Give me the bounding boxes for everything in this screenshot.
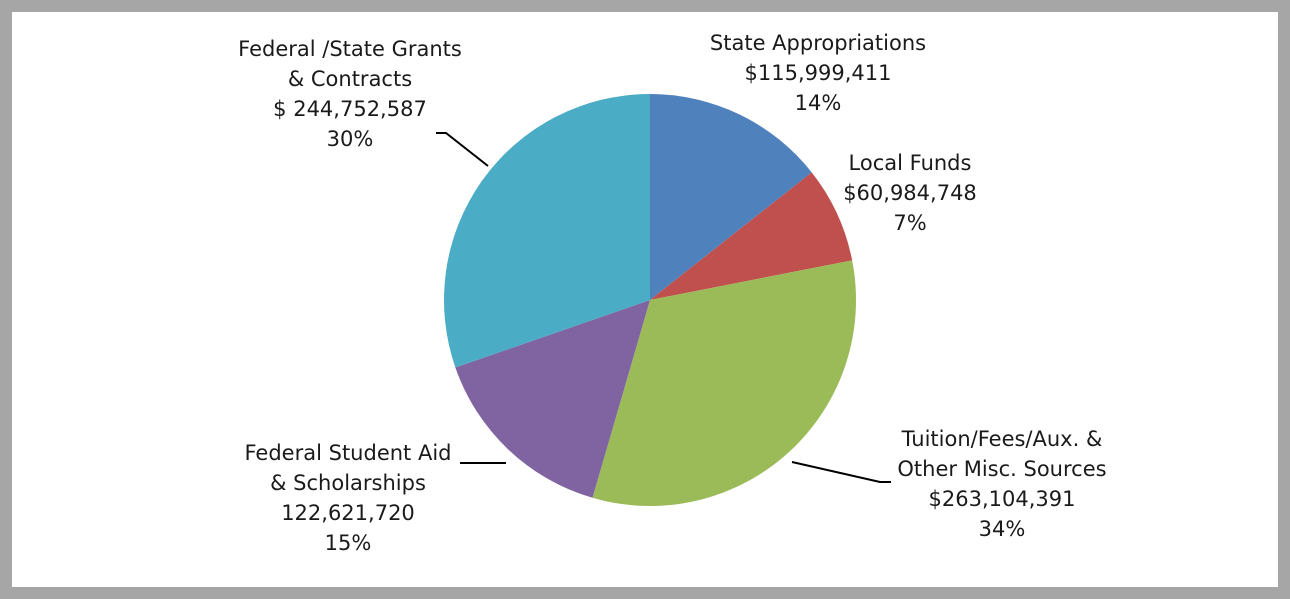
pie-slice-state-appropriations xyxy=(650,93,812,300)
slice-label-name: Federal Student Aid xyxy=(245,441,452,465)
slice-labels: State Appropriations $115,999,411 14% Local… xyxy=(238,31,1106,555)
slice-label-amount: $ 244,752,587 xyxy=(273,97,427,121)
data-label-state-appropriations: State Appropriations $115,999,411 14% xyxy=(710,31,926,115)
slice-label-amount: 122,621,720 xyxy=(281,501,415,525)
slice-label-name: State Appropriations xyxy=(710,31,926,55)
slice-label-percent: 7% xyxy=(893,211,926,235)
slice-label-name: & Contracts xyxy=(288,67,412,91)
slice-label-percent: 14% xyxy=(795,91,842,115)
slice-label-amount: $60,984,748 xyxy=(843,181,977,205)
pie-slice-local-funds xyxy=(650,172,853,300)
pie-slice-tuition-fees-aux-other-misc-sources xyxy=(592,260,856,506)
slice-label-percent: 15% xyxy=(325,531,372,555)
slice-label-percent: 30% xyxy=(327,127,374,151)
data-label-tuition-fees-aux-other-misc-sources: Tuition/Fees/Aux. & Other Misc. Sources $2… xyxy=(897,427,1106,541)
slice-label-name: Federal /State Grants xyxy=(238,37,462,61)
slice-label-name: Local Funds xyxy=(849,151,972,175)
slice-label-name: Tuition/Fees/Aux. & xyxy=(901,427,1103,451)
slice-label-amount: $263,104,391 xyxy=(929,487,1076,511)
data-label-local-funds: Local Funds $60,984,748 7% xyxy=(843,151,977,235)
slice-label-name: Other Misc. Sources xyxy=(897,457,1106,481)
pie-slice-federal-student-aid-scholarships xyxy=(455,300,650,498)
leader-line-federal-state-grants-contracts xyxy=(436,132,489,167)
data-label-federal-state-grants-contracts: Federal /State Grants & Contracts $ 244,75… xyxy=(238,37,462,151)
pie-slices xyxy=(443,93,856,506)
slice-label-percent: 34% xyxy=(979,517,1026,541)
slice-label-amount: $115,999,411 xyxy=(745,61,892,85)
pie-slice-federal-state-grants-contracts xyxy=(443,94,650,368)
leader-line-tuition-fees-aux-other-misc-sources xyxy=(791,461,891,483)
data-label-federal-student-aid-scholarships: Federal Student Aid & Scholarships 122,621… xyxy=(245,441,452,555)
slice-label-name: & Scholarships xyxy=(270,471,426,495)
